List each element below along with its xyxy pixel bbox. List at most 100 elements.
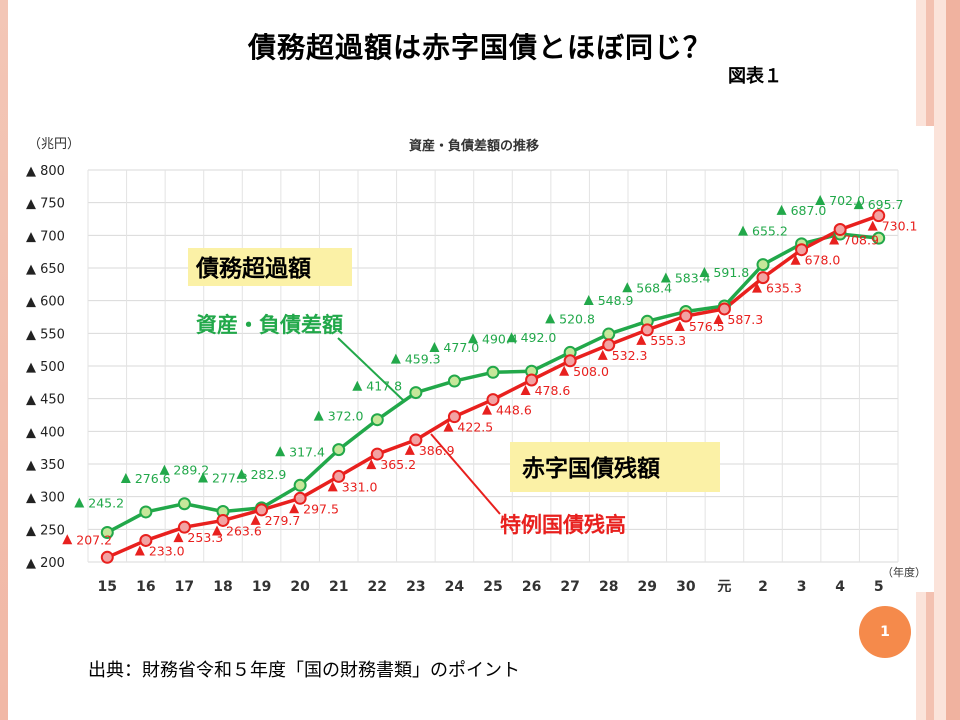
series-point-0 [139,505,153,519]
series-point-0 [332,443,346,457]
data-label-triangle [583,295,594,306]
data-label-triangle [829,234,840,245]
series-name-red: 特例国債残高 [500,513,626,537]
x-axis-label: （年度） [882,565,926,579]
data-label-triangle [289,503,300,514]
data-label-triangle [327,481,338,492]
x-tick-label: 17 [175,579,194,592]
y-unit-label: （兆円） [28,137,80,152]
chart-callouts: 債務超過額 資産・負債差額 特例国債残高 赤字国債残額 [188,248,720,537]
series-point-1 [447,410,461,424]
data-label-triangle [738,225,748,236]
data-label: 386.9 [419,443,455,458]
data-label: 448.6 [496,403,532,418]
data-label: 490.4 [482,331,518,346]
y-tick-label: ▲ 300 [26,491,65,506]
y-tick-label: ▲ 800 [26,164,65,179]
data-label-triangle [597,349,608,360]
data-label: 317.4 [289,444,325,459]
data-label-triangle [622,282,633,293]
x-tick-label: 18 [213,579,232,592]
chart-container: 資産・負債差額の推移 （兆円） （年度） ▲ 200 ▲ 250 ▲ 300 ▲ 35… [16,126,934,595]
data-label: 282.9 [251,467,287,482]
series-point-0 [177,497,191,511]
page-number-badge: 1 [859,606,911,658]
series-point-1 [756,271,770,285]
line-chart: 資産・負債差額の推移 （兆円） （年度） ▲ 200 ▲ 250 ▲ 300 ▲ 35… [16,126,934,595]
data-label: 297.5 [303,501,339,516]
left-decoration-bar [0,0,8,720]
data-label: 520.8 [559,311,595,326]
data-label-triangle [790,254,801,265]
y-tick-label: ▲ 450 [26,393,65,408]
data-label-triangle [674,321,685,332]
chart-background [16,126,934,592]
x-tick-label: 28 [599,579,618,592]
x-tick-label: 29 [638,579,657,592]
data-label: 532.3 [612,348,648,363]
data-label-triangle [275,446,286,457]
callout-leader-green [337,337,405,402]
data-label-triangle [212,525,222,536]
y-tick-label: ▲ 550 [26,327,65,342]
data-label-triangle [366,459,377,470]
data-label-triangle [404,444,415,455]
data-label-triangle [867,220,878,231]
data-label-triangle [713,313,724,324]
callout-box-red [510,442,720,492]
series-point-0 [370,413,384,427]
y-tick-label: ▲ 750 [26,197,65,212]
series-point-0 [447,374,461,388]
y-tick-label: ▲ 500 [26,360,65,375]
data-label: 687.0 [791,203,827,218]
x-axis: 15 16 17 18 19 20 21 22 23 24 25 26 27 28 29 30 元 2 3 4 5 [98,579,884,595]
data-label-triangle [520,384,531,395]
callout-leader-red [430,433,501,515]
x-tick-label: 19 [252,579,271,592]
data-label-triangle [159,464,170,475]
x-tick-label: 21 [329,579,348,592]
data-label-triangle [776,204,787,215]
series-point-1 [177,520,191,534]
data-label: 678.0 [805,253,841,268]
x-tick-label: 26 [522,579,541,592]
figure-label: 図表１ [728,66,782,87]
series-point-1 [717,302,731,316]
x-tick-label: 24 [445,579,465,592]
series-point-1 [563,354,577,368]
data-label-triangle [173,532,184,543]
data-label-triangle [443,421,454,432]
data-label: 702.0 [829,193,865,208]
data-label-triangle [468,333,478,344]
series-point-1 [640,323,654,337]
y-tick-label: ▲ 600 [26,295,65,310]
series-point-1 [332,469,346,483]
data-label: 207.2 [76,532,112,547]
series-point-1 [486,393,500,407]
x-tick-label: 3 [797,579,807,592]
series-point-1 [139,533,153,547]
series-name-green: 資産・負債差額 [196,313,343,337]
data-label-triangle [545,313,556,324]
data-label-triangle [660,272,671,283]
data-label: 477.0 [443,340,479,355]
x-tick-label: 2 [758,579,768,592]
series-point-1 [293,491,307,505]
data-label-triangle [236,468,247,479]
series-point-1 [795,243,809,257]
data-label: 478.6 [535,383,571,398]
callout-deficit-bonds: 赤字国債残額 [522,455,660,482]
series-point-1 [100,550,114,564]
x-tick-label: 27 [560,579,579,592]
series-point-0 [486,365,500,379]
series-point-0 [756,258,770,272]
x-tick-label: 16 [136,579,155,592]
data-label-triangle [390,353,401,364]
data-label-triangle [62,534,73,545]
series-point-1 [525,373,539,387]
series-point-1 [679,309,693,323]
data-label: 587.3 [727,312,763,327]
slide-title: 債務超過額は赤字国債とほぼ同じ？ [247,31,712,64]
callout-debt-excess: 債務超過額 [195,255,311,282]
